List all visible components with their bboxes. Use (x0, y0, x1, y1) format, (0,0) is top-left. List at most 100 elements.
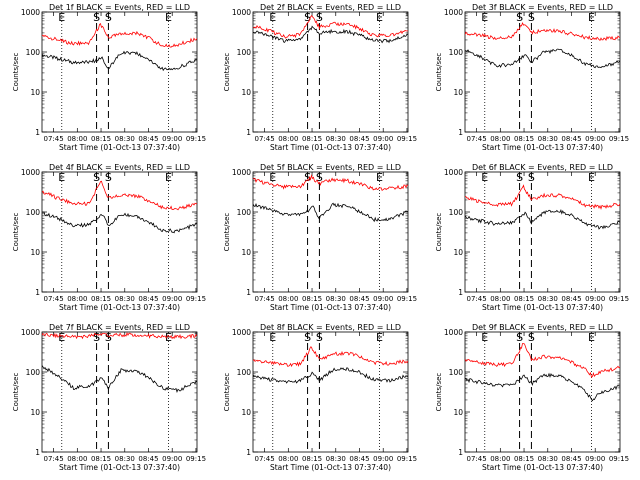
marker-label-E: E (269, 331, 276, 344)
plot-frame (252, 11, 409, 133)
x-tick-label: 08:45 (138, 135, 158, 143)
x-axis-label: Start Time (01-Oct-13 07:37:40) (59, 303, 180, 312)
x-tick-label: 07:45 (466, 295, 486, 303)
marker-label-E: E (58, 11, 65, 24)
y-tick-label: 1 (246, 128, 251, 137)
panel-title: Det 2f BLACK = Events, RED = LLD (260, 3, 401, 12)
lld-series-line (42, 180, 197, 211)
x-tick-label: 08:15 (302, 135, 322, 143)
x-tick-label: 08:00 (67, 135, 87, 143)
x-tick-label: 08:00 (278, 135, 298, 143)
plot-frame (252, 171, 409, 293)
x-tick-label: 09:15 (397, 295, 417, 303)
panel-title: Det 9f BLACK = Events, RED = LLD (472, 323, 613, 332)
marker-label-S: S (304, 11, 311, 24)
y-tick-label: 1 (458, 288, 463, 297)
x-tick-label: 08:45 (349, 295, 369, 303)
x-tick-label: 08:45 (138, 295, 158, 303)
x-tick-label: 09:00 (373, 455, 393, 463)
lld-series-line (253, 174, 408, 192)
plot-frame (41, 11, 198, 133)
x-tick-label: 09:00 (585, 135, 605, 143)
marker-label-S: S (105, 171, 112, 184)
plot-frame (464, 11, 621, 133)
marker-label-E: E (588, 11, 595, 24)
x-tick-label: 08:30 (326, 135, 346, 143)
y-tick-label: 10 (30, 248, 40, 257)
x-axis-label: Start Time (01-Oct-13 07:37:40) (270, 303, 391, 312)
y-axis-label: Counts/sec (435, 53, 443, 92)
y-tick-label: 10 (30, 88, 40, 97)
x-tick-label: 08:00 (490, 295, 510, 303)
marker-label-S: S (528, 171, 535, 184)
y-tick-label: 100 (237, 208, 252, 217)
x-tick-label: 08:00 (278, 455, 298, 463)
x-axis-label: Start Time (01-Oct-13 07:37:40) (270, 463, 391, 472)
marker-label-E: E (58, 171, 65, 184)
x-axis-label: Start Time (01-Oct-13 07:37:40) (482, 143, 603, 152)
plot-frame (464, 331, 621, 453)
x-tick-label: 09:15 (186, 295, 206, 303)
marker-label-E: E (588, 171, 595, 184)
x-tick-label: 09:00 (162, 295, 182, 303)
events-series-line (465, 209, 620, 230)
y-axis-label: Counts/sec (435, 213, 443, 252)
x-tick-label: 08:15 (302, 295, 322, 303)
panel-det-1f: Det 1f BLACK = Events, RED = LLD 1 10 100 10… (12, 3, 206, 152)
y-axis-label: Counts/sec (12, 373, 20, 412)
x-tick-label: 07:45 (43, 135, 63, 143)
lld-series-line (42, 23, 197, 48)
x-tick-label: 08:00 (490, 135, 510, 143)
x-tick-label: 08:15 (91, 295, 111, 303)
x-tick-label: 09:15 (397, 135, 417, 143)
marker-label-E: E (269, 171, 276, 184)
x-axis-label: Start Time (01-Oct-13 07:37:40) (482, 303, 603, 312)
lld-series-line (253, 14, 408, 39)
y-tick-label: 10 (241, 408, 251, 417)
lld-series-line (465, 21, 620, 42)
y-tick-label: 1000 (444, 8, 463, 17)
y-tick-label: 100 (26, 208, 41, 217)
x-tick-label: 09:15 (397, 455, 417, 463)
panel-title: Det 6f BLACK = Events, RED = LLD (472, 163, 613, 172)
y-tick-label: 1000 (21, 8, 40, 17)
y-tick-label: 100 (26, 368, 41, 377)
x-tick-label: 08:30 (326, 295, 346, 303)
marker-label-S: S (316, 11, 323, 24)
x-tick-label: 07:45 (254, 455, 274, 463)
events-series-line (465, 48, 620, 69)
x-tick-label: 09:15 (186, 135, 206, 143)
panel-title: Det 8f BLACK = Events, RED = LLD (260, 323, 401, 332)
x-axis-label: Start Time (01-Oct-13 07:37:40) (270, 143, 391, 152)
marker-label-E: E (58, 331, 65, 344)
x-tick-label: 08:30 (538, 135, 558, 143)
marker-label-E: E (165, 331, 172, 344)
y-tick-label: 10 (241, 248, 251, 257)
y-tick-label: 100 (237, 368, 252, 377)
marker-label-E: E (588, 331, 595, 344)
y-tick-label: 100 (449, 368, 464, 377)
y-tick-label: 100 (237, 48, 252, 57)
marker-label-E: E (481, 331, 488, 344)
marker-label-S: S (105, 11, 112, 24)
x-tick-label: 08:00 (490, 455, 510, 463)
marker-label-S: S (304, 331, 311, 344)
panel-det-4f: Det 4f BLACK = Events, RED = LLD 1 10 100 10… (12, 163, 206, 312)
x-tick-label: 08:45 (138, 455, 158, 463)
x-tick-label: 09:00 (373, 295, 393, 303)
x-tick-label: 07:45 (254, 135, 274, 143)
events-series-line (42, 365, 197, 393)
y-tick-label: 1 (35, 448, 40, 457)
lld-series-line (42, 332, 197, 340)
x-tick-label: 08:15 (91, 135, 111, 143)
y-tick-label: 10 (453, 408, 463, 417)
y-tick-label: 10 (453, 88, 463, 97)
x-tick-label: 09:15 (609, 295, 629, 303)
panel-title: Det 5f BLACK = Events, RED = LLD (260, 163, 401, 172)
x-tick-label: 08:45 (349, 135, 369, 143)
x-tick-label: 09:00 (162, 455, 182, 463)
x-tick-label: 09:15 (609, 455, 629, 463)
marker-label-S: S (516, 11, 523, 24)
panel-det-7f: Det 7f BLACK = Events, RED = LLD 1 10 100 10… (12, 323, 206, 472)
y-tick-label: 10 (453, 248, 463, 257)
